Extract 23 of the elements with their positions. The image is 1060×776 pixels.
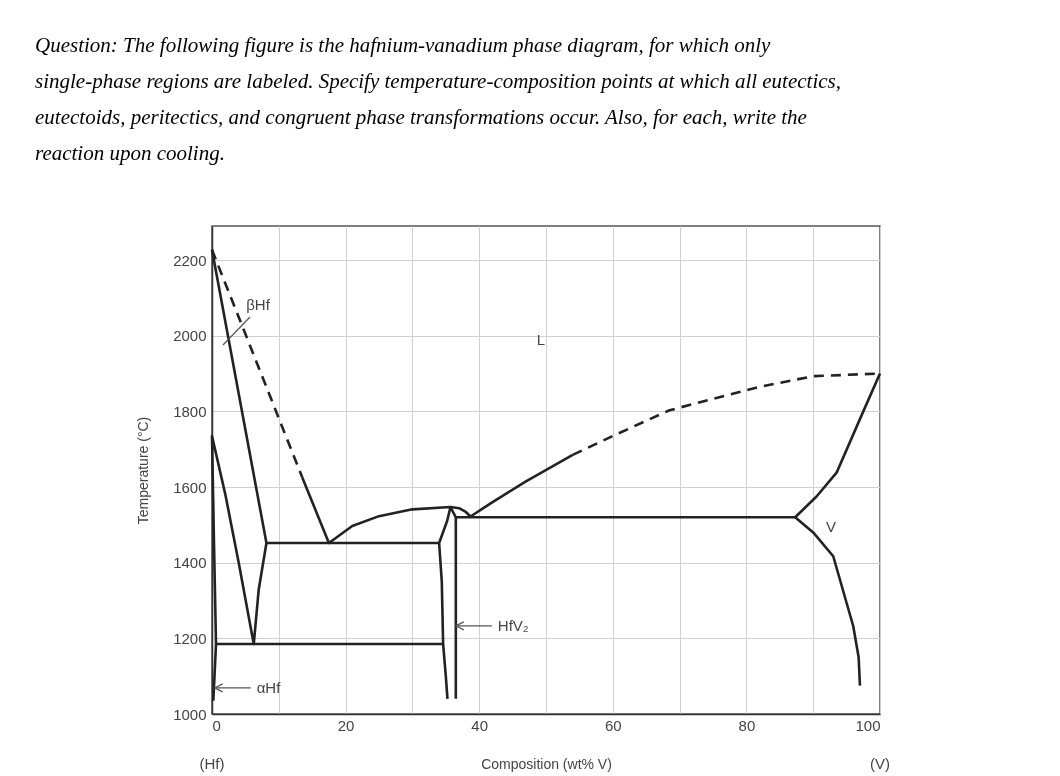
y-tick-label: 1200 [173,629,207,647]
y-tick-label: 1000 [173,705,207,723]
x-tick-label: 100 [855,716,881,734]
annotation: L [536,331,546,348]
text: (Hf) [199,755,225,772]
x-tick-label: 60 [604,716,622,734]
annotation: βHf [246,296,271,313]
x-tick-label: 40 [471,716,489,734]
y-axis-title: Temperature (°C) [135,416,152,525]
y-tick-label: 1400 [173,554,207,572]
annotation: HfV₂ [497,616,529,634]
annotation: V [825,518,837,535]
annotation: αHf [256,678,282,696]
y-tick-label: 1600 [173,478,207,496]
x-tick-label: 20 [337,716,355,734]
chart-title: Question: The following figure is the hafnium-vanadium phase diagram, for which only single-phase regions are labeled. Specify temperature-composition points at which all eutectics, eutectoids, peritectics, and congruent phase transformations occur. Also, for each, write the reaction upon cooling. [35,33,842,165]
y-tick-label: 2000 [173,327,207,345]
x-axis-title: Composition (wt% V) [481,755,612,772]
x-tick-label: 0 [212,716,221,734]
text: (V) [870,755,890,772]
y-tick-label: 1800 [173,402,207,420]
y-tick-label: 2200 [173,251,207,269]
x-tick-label: 80 [738,716,756,734]
